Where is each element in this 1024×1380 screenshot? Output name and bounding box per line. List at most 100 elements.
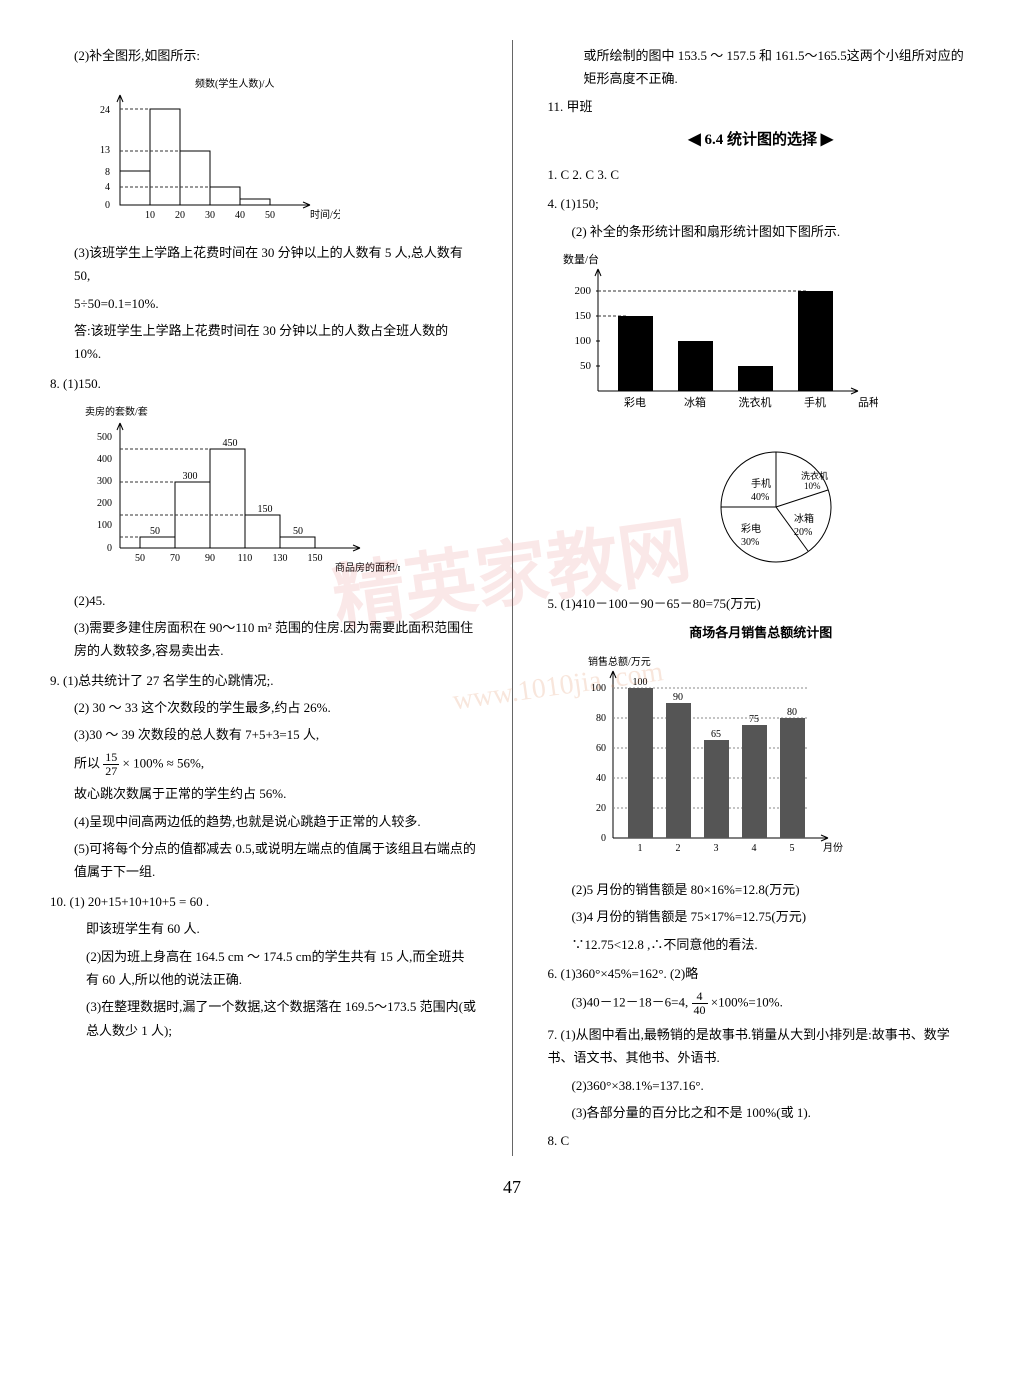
text: (2)360°×38.1%=137.16°. [548,1074,975,1097]
q-num: 10. [50,894,66,909]
x-title: 商品房的面积/m² [335,561,400,573]
svg-text:50: 50 [135,553,145,564]
chart-histogram-house: 卖房的套数/套 0 100 200 300 400 500 [80,403,477,580]
svg-text:彩电: 彩电 [741,522,761,535]
text: (2)补全图形,如图所示: [50,44,477,67]
svg-text:40%: 40% [751,492,769,503]
numerator: 4 [692,990,708,1004]
text: (5)可将每个分点的值都减去 0.5,或说明左端点的值属于该组且右端点的值属于下… [50,837,477,884]
svg-text:4: 4 [751,843,756,854]
svg-text:13: 13 [100,145,110,156]
text: (3)在整理数据时,漏了一个数据,这个数据落在 169.5～173.5 范围内(… [50,995,477,1042]
svg-text:5: 5 [789,843,794,854]
chart-bar-sales: 销售总额/万元 20 40 60 80 100 0 [568,653,975,870]
svg-text:90: 90 [205,553,215,564]
chart4-svg: 销售总额/万元 20 40 60 80 100 0 [568,653,848,863]
chart-pie-appliances: 手机 40% 10% 洗衣机 冰箱 20% 彩电 30% [578,437,975,584]
text: 所以 15 27 × 100% ≈ 56%, [50,751,477,778]
svg-text:500: 500 [97,432,112,443]
svg-text:30%: 30% [741,537,759,548]
text: (2) 30 ～ 33 这个次数段的学生最多,约占 26%. [50,696,477,719]
svg-text:30: 30 [205,210,215,221]
numerator: 15 [103,751,119,765]
denominator: 27 [103,765,119,778]
text: (3)40－12－18－6=4, 4 40 ×100%=10%. [548,990,975,1017]
svg-text:130: 130 [273,553,288,564]
svg-text:50: 50 [265,210,275,221]
svg-text:10: 10 [145,210,155,221]
q-num: 6. [548,966,558,981]
text: (1)410－100－90－65－80=75(万元) [561,596,761,611]
left-column: (2)补全图形,如图所示: 频数(学生人数)/人 0 4 8 13 24 [50,40,477,1156]
text: (2)5 月份的销售额是 80×16%=12.8(万元) [548,878,975,901]
section-title: 6.4 统计图的选择 [704,132,817,148]
svg-text:20: 20 [596,803,606,814]
text: × 100% ≈ 56%, [123,756,205,771]
chart-histogram-time: 频数(学生人数)/人 0 4 8 13 24 [80,75,477,232]
q-num: 7. [548,1027,558,1042]
svg-text:300: 300 [97,476,112,487]
denominator: 40 [692,1004,708,1017]
text: ×100%=10%. [711,994,783,1009]
pie-svg: 手机 40% 10% 洗衣机 冰箱 20% 彩电 30% [686,437,866,577]
svg-text:24: 24 [100,105,110,116]
svg-text:150: 150 [574,310,591,322]
svg-text:手机: 手机 [751,477,771,490]
svg-text:20: 20 [175,210,185,221]
text: (4)呈现中间高两边低的趋势,也就是说心跳趋于正常的人较多. [50,810,477,833]
arrow-left-icon: ◀ [688,131,700,148]
chart3-svg: 数量/台 50 100 150 200 [558,251,878,421]
text: (1)150; [561,196,599,211]
text: (1)360°×45%=162°. (2)略 [561,966,699,981]
text: 答:该班学生上学路上花费时间在 30 分钟以上的人数占全班人数的 10%. [50,319,477,366]
svg-text:80: 80 [787,707,797,718]
svg-text:冰箱: 冰箱 [684,395,706,409]
q-num: 8. [50,376,60,391]
chart1-svg: 频数(学生人数)/人 0 4 8 13 24 [80,75,340,225]
svg-text:50: 50 [150,526,160,537]
text: 故心跳次数属于正常的学生约占 56%. [50,782,477,805]
text: ∵12.75<12.8 ,∴不同意他的看法. [548,933,975,956]
svg-text:冰箱: 冰箱 [794,512,814,525]
text: 或所绘制的图中 153.5 ～ 157.5 和 161.5～165.5这两个小组… [548,44,975,91]
svg-text:1: 1 [637,843,642,854]
column-divider [512,40,513,1156]
q-num: 9. [50,673,60,688]
svg-text:洗衣机: 洗衣机 [801,470,828,481]
svg-text:200: 200 [97,498,112,509]
text: (2)因为班上身高在 164.5 cm ～ 174.5 cm的学生共有 15 人… [50,945,477,992]
text: (3)该班学生上学路上花费时间在 30 分钟以上的人数有 5 人,总人数有 50… [50,241,477,288]
svg-text:50: 50 [293,526,303,537]
answers: 1. C 2. C 3. C [548,163,975,186]
svg-text:20%: 20% [794,527,812,538]
y-title: 卖房的套数/套 [85,405,148,418]
text: 11. 甲班 [548,95,975,118]
svg-text:110: 110 [238,553,253,564]
svg-text:40: 40 [596,773,606,784]
text: (2)45. [50,589,477,612]
section-header: ◀ 6.4 统计图的选择 ▶ [548,126,975,155]
svg-text:2: 2 [675,843,680,854]
x-title: 品种 [858,395,878,409]
svg-text:200: 200 [574,285,591,297]
chart-bar-appliances: 数量/台 50 100 150 200 [558,251,975,428]
fraction: 4 40 [692,990,708,1017]
svg-text:40: 40 [235,210,245,221]
svg-text:70: 70 [170,553,180,564]
svg-text:60: 60 [596,743,606,754]
svg-text:100: 100 [591,683,606,694]
svg-text:4: 4 [105,182,110,193]
svg-text:150: 150 [258,504,273,515]
text: 即该班学生有 60 人. [50,917,477,940]
fraction: 15 27 [103,751,119,778]
text: (3)30 ～ 39 次数段的总人数有 7+5+3=15 人, [50,723,477,746]
svg-text:50: 50 [580,360,592,372]
svg-text:0: 0 [107,543,112,554]
text: (1)总共统计了 27 名学生的心跳情况;. [63,673,274,688]
svg-text:100: 100 [632,677,647,688]
page-number: 47 [50,1171,974,1203]
text: (3)需要多建住房面积在 90～110 m² 范围的住房.因为需要此面积范围住房… [50,616,477,663]
svg-text:65: 65 [711,729,721,740]
text: 5÷50=0.1=10%. [50,292,477,315]
chart2-svg: 卖房的套数/套 0 100 200 300 400 500 [80,403,400,573]
